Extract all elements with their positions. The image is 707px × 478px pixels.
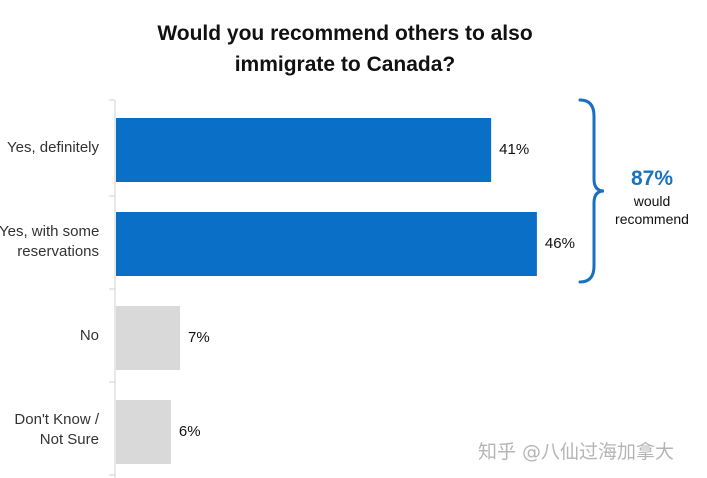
value-label-1: 46% [544, 235, 575, 252]
callout-value: 87% [630, 167, 674, 190]
callout-bracket [578, 98, 605, 284]
bar-3 [116, 400, 171, 464]
callout-text: would recommend [597, 192, 707, 228]
chart-title: Would you recommend others to also immig… [100, 18, 590, 80]
watermark: 知乎 @八仙过海加拿大 [478, 441, 675, 463]
recommend-callout: 87% would recommend [597, 166, 707, 228]
category-label-3: Don't Know / Not Sure [0, 410, 99, 450]
category-label-3-line-1: Not Sure [39, 431, 99, 448]
value-label-3: 6% [178, 423, 201, 440]
category-label-2-line-0: No [79, 327, 99, 344]
category-label-2: No [0, 326, 99, 346]
category-label-1-line-0: Yes, with some [0, 223, 100, 240]
value-label-0: 41% [499, 141, 530, 158]
category-label-3-line-0: Don't Know / [14, 411, 99, 428]
value-label-2: 7% [188, 329, 210, 346]
callout-text-line-2: recommend [615, 211, 689, 227]
category-label-1: Yes, with some reservations [0, 222, 99, 262]
category-label-0-line-0: Yes, definitely [6, 139, 99, 156]
chart-title-line-1: Would you recommend others to also [157, 22, 533, 45]
bar-2 [116, 306, 181, 370]
category-label-0: Yes, definitely [0, 138, 99, 158]
chart-title-line-2: immigrate to Canada? [234, 53, 456, 76]
category-label-1-line-1: reservations [17, 243, 99, 260]
bar-0 [116, 118, 492, 182]
callout-text-line-1: would [633, 193, 671, 209]
bar-1 [116, 212, 537, 276]
